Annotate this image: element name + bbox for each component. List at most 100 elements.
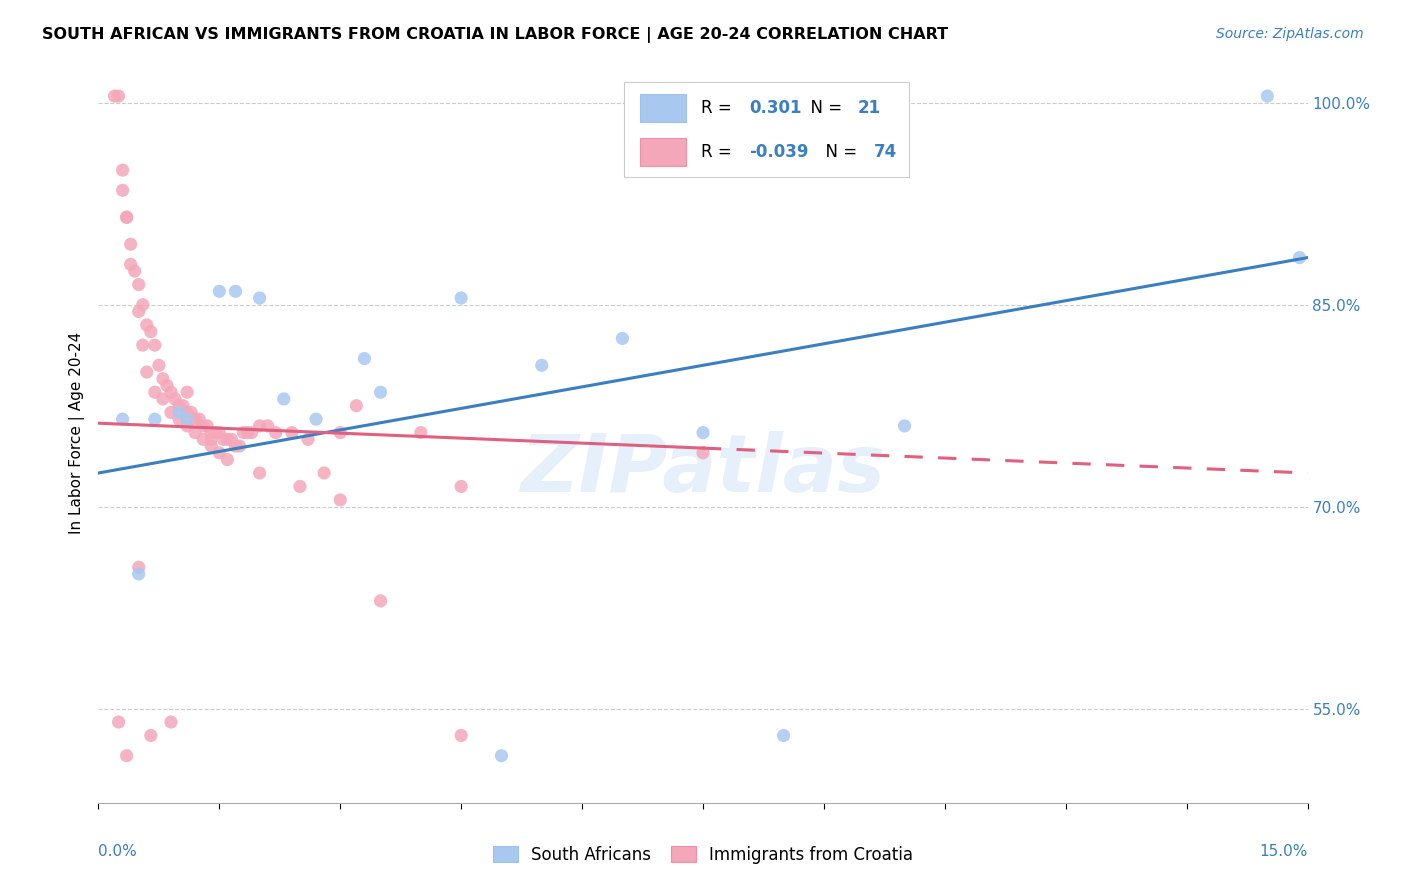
Point: [217, 452, 239, 467]
Text: 0.0%: 0.0%: [98, 844, 138, 858]
Text: R =: R =: [700, 143, 737, 161]
Point: [107, 89, 129, 103]
Point: [139, 729, 162, 743]
Point: [370, 594, 392, 608]
Point: [530, 359, 553, 373]
Point: [128, 566, 150, 581]
Legend: South Africans, Immigrants from Croatia: South Africans, Immigrants from Croatia: [486, 839, 920, 871]
Point: [167, 405, 190, 419]
FancyBboxPatch shape: [640, 137, 686, 166]
Text: SOUTH AFRICAN VS IMMIGRANTS FROM CROATIA IN LABOR FORCE | AGE 20-24 CORRELATION : SOUTH AFRICAN VS IMMIGRANTS FROM CROATIA…: [42, 27, 948, 43]
Point: [120, 237, 142, 252]
Point: [264, 425, 287, 440]
Point: [450, 479, 472, 493]
Point: [139, 325, 162, 339]
Point: [120, 257, 142, 271]
Point: [305, 412, 328, 426]
Point: [163, 392, 186, 406]
Point: [167, 399, 190, 413]
Point: [329, 425, 352, 440]
Point: [491, 748, 513, 763]
Point: [221, 433, 243, 447]
Point: [167, 412, 190, 426]
Text: 0.301: 0.301: [749, 99, 801, 117]
Point: [115, 211, 138, 225]
Point: [156, 378, 179, 392]
Point: [184, 425, 207, 440]
Point: [893, 418, 915, 433]
Point: [329, 492, 352, 507]
Point: [115, 748, 138, 763]
Point: [236, 425, 259, 440]
Point: [1256, 89, 1278, 103]
Point: [111, 163, 134, 178]
Point: [193, 433, 215, 447]
Point: [692, 446, 714, 460]
Point: [256, 418, 278, 433]
Point: [111, 183, 134, 197]
Text: R =: R =: [700, 99, 742, 117]
Point: [288, 479, 311, 493]
Point: [273, 392, 295, 406]
Point: [450, 291, 472, 305]
Point: [409, 425, 432, 440]
Point: [176, 418, 198, 433]
Text: 21: 21: [858, 99, 882, 117]
Text: N =: N =: [800, 99, 846, 117]
Point: [200, 425, 222, 440]
Point: [160, 405, 183, 419]
Point: [115, 211, 138, 225]
Point: [612, 331, 634, 345]
Point: [249, 466, 271, 480]
Point: [128, 304, 150, 318]
Point: [160, 714, 183, 729]
Point: [240, 425, 263, 440]
Point: [228, 439, 250, 453]
FancyBboxPatch shape: [640, 94, 686, 122]
Point: [152, 392, 174, 406]
Point: [217, 433, 239, 447]
Point: [176, 405, 198, 419]
Point: [124, 264, 146, 278]
Text: N =: N =: [815, 143, 863, 161]
Point: [1288, 251, 1310, 265]
Point: [200, 433, 222, 447]
Text: Source: ZipAtlas.com: Source: ZipAtlas.com: [1216, 27, 1364, 41]
Point: [172, 399, 194, 413]
Text: -0.039: -0.039: [749, 143, 808, 161]
Point: [111, 412, 134, 426]
Point: [281, 425, 304, 440]
Point: [208, 425, 231, 440]
Point: [143, 412, 166, 426]
Point: [143, 385, 166, 400]
Point: [200, 439, 222, 453]
Y-axis label: In Labor Force | Age 20-24: In Labor Force | Age 20-24: [69, 332, 84, 533]
Point: [195, 418, 218, 433]
FancyBboxPatch shape: [624, 82, 908, 178]
Point: [208, 285, 231, 299]
Point: [193, 418, 215, 433]
Point: [370, 385, 392, 400]
Point: [184, 412, 207, 426]
Point: [224, 439, 246, 453]
Point: [212, 433, 235, 447]
Point: [353, 351, 375, 366]
Point: [143, 338, 166, 352]
Point: [180, 405, 202, 419]
Point: [772, 729, 794, 743]
Point: [224, 285, 246, 299]
Point: [176, 385, 198, 400]
Text: ZIPatlas: ZIPatlas: [520, 431, 886, 508]
Point: [128, 277, 150, 292]
Point: [176, 412, 198, 426]
Point: [152, 372, 174, 386]
Point: [188, 412, 211, 426]
Point: [232, 425, 254, 440]
Point: [297, 433, 319, 447]
Point: [132, 298, 155, 312]
Point: [314, 466, 336, 480]
Point: [132, 338, 155, 352]
Point: [692, 425, 714, 440]
Point: [135, 365, 157, 379]
Point: [160, 385, 183, 400]
